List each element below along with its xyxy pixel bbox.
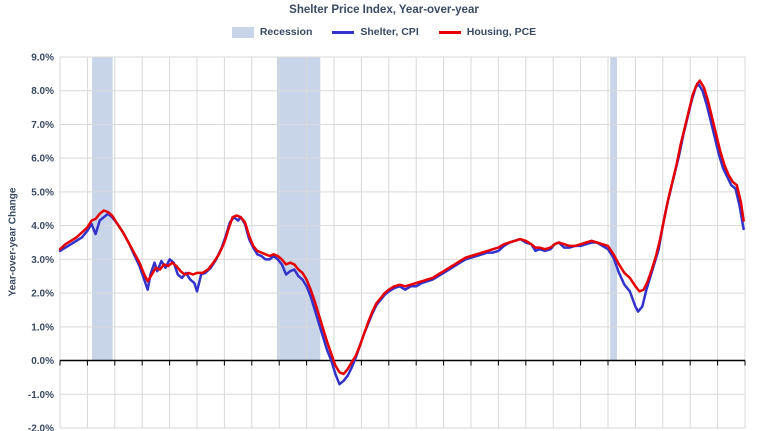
recession-swatch-icon <box>231 26 254 38</box>
line-swatch-icon <box>438 30 461 34</box>
chart-title: Shelter Price Index, Year-over-year <box>289 4 479 16</box>
recession-band <box>610 57 618 361</box>
chart-legend: Recession Shelter, CPI Housing, PCE <box>0 26 768 38</box>
y-tick-label: 0.0% <box>31 356 54 367</box>
legend-label: Recession <box>259 26 313 38</box>
y-tick-label: 3.0% <box>31 255 54 266</box>
y-tick-label: 7.0% <box>31 120 54 131</box>
y-tick-label: 8.0% <box>31 86 54 97</box>
line-swatch-icon <box>332 30 355 34</box>
legend-label: Housing, PCE <box>466 26 537 38</box>
y-tick-label: 6.0% <box>31 154 54 165</box>
y-tick-label: 9.0% <box>31 53 54 64</box>
legend-item-housing-pce: Housing, PCE <box>438 26 537 38</box>
legend-item-recession: Recession <box>231 26 313 38</box>
series-line-housing-pce <box>58 79 745 376</box>
y-tick-label: 4.0% <box>31 221 54 232</box>
y-tick-label: -1.0% <box>28 390 54 401</box>
legend-item-shelter-cpi: Shelter, CPI <box>332 26 419 38</box>
recession-band <box>277 57 321 361</box>
y-tick-label: 5.0% <box>31 187 54 198</box>
legend-label: Shelter, CPI <box>360 26 419 38</box>
y-tick-label: 2.0% <box>31 289 54 300</box>
recession-band <box>92 57 113 361</box>
y-tick-label: 1.0% <box>31 322 54 333</box>
y-tick-label: -2.0% <box>28 424 54 431</box>
series-line-shelter-cpi <box>58 82 745 386</box>
